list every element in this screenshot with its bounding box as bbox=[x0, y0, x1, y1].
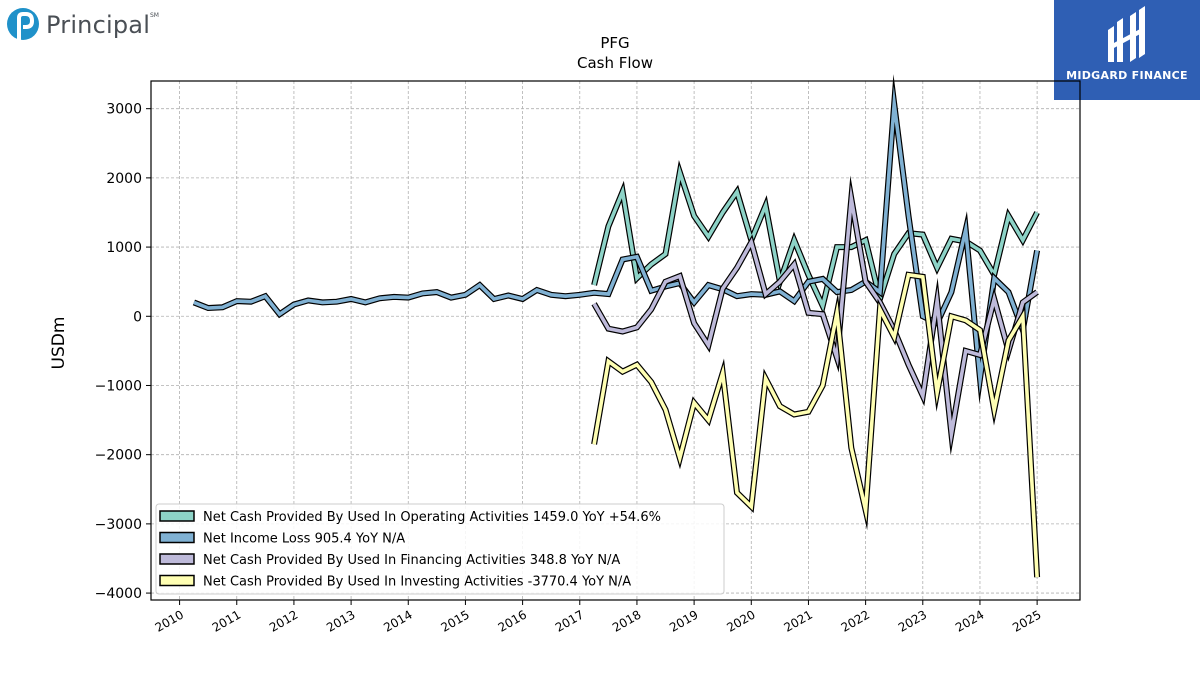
x-tick-label: 2011 bbox=[210, 607, 243, 634]
y-tick-label: 0 bbox=[133, 309, 142, 325]
chart-subtitle: Cash Flow bbox=[577, 54, 653, 72]
x-tick-label: 2023 bbox=[896, 607, 929, 634]
series-line-1 bbox=[193, 86, 1039, 394]
x-tick-label: 2019 bbox=[667, 607, 700, 634]
x-tick-label: 2015 bbox=[438, 607, 471, 634]
legend-entry: Net Cash Provided By Used In Investing A… bbox=[203, 575, 631, 590]
legend-swatch bbox=[159, 531, 195, 544]
legend-entry: Net Cash Provided By Used In Operating A… bbox=[203, 510, 661, 525]
midgard-m-icon bbox=[1108, 6, 1145, 62]
legend: Net Cash Provided By Used In Operating A… bbox=[155, 503, 725, 595]
x-tick-label: 2025 bbox=[1010, 607, 1043, 634]
y-axis-label: USDm bbox=[49, 317, 69, 370]
legend-swatch bbox=[159, 510, 195, 522]
x-tick-label: 2016 bbox=[496, 607, 529, 634]
series-line-2 bbox=[592, 184, 1039, 447]
principal-logo-text: Principal bbox=[46, 11, 151, 39]
plot-frame bbox=[150, 80, 1081, 601]
legend-entry: Net Cash Provided By Used In Financing A… bbox=[203, 553, 620, 568]
x-tick-label: 2018 bbox=[610, 607, 643, 634]
x-tick-label: 2021 bbox=[781, 607, 814, 634]
y-tick-label: 2000 bbox=[106, 171, 142, 187]
midgard-finance-logo-text: MIDGARD FINANCE bbox=[1066, 69, 1188, 82]
midgard-finance-logo: MIDGARD FINANCE bbox=[1054, 0, 1200, 100]
x-tick-label: 2024 bbox=[953, 607, 986, 634]
series-lines bbox=[192, 74, 1041, 578]
x-tick-label: 2010 bbox=[153, 607, 186, 634]
legend-box bbox=[155, 503, 725, 595]
legend-entry: Net Income Loss 905.4 YoY N/A bbox=[203, 532, 405, 547]
principal-logo-sm: SM bbox=[150, 12, 159, 19]
principal-logo-icon bbox=[7, 8, 39, 45]
y-tick-label: −4000 bbox=[95, 586, 142, 602]
y-tick-label: 3000 bbox=[106, 102, 142, 118]
x-tick-label: 2013 bbox=[324, 607, 357, 634]
y-tick-label: −2000 bbox=[95, 448, 142, 464]
chart-title: PFG bbox=[600, 34, 629, 52]
series-line-3 bbox=[592, 272, 1039, 578]
x-tick-label: 2022 bbox=[839, 607, 872, 634]
principal-logo: Principal SM bbox=[6, 5, 166, 47]
x-tick-label: 2017 bbox=[553, 607, 586, 634]
y-tick-label: 1000 bbox=[106, 240, 142, 256]
x-tick-label: 2012 bbox=[267, 607, 300, 634]
x-tick-label: 2020 bbox=[724, 607, 757, 634]
legend-swatch bbox=[159, 553, 195, 565]
y-tick-label: −3000 bbox=[95, 517, 142, 533]
x-tick-label: 2014 bbox=[381, 607, 414, 634]
legend-swatch bbox=[159, 574, 195, 587]
y-tick-label: −1000 bbox=[95, 378, 142, 394]
